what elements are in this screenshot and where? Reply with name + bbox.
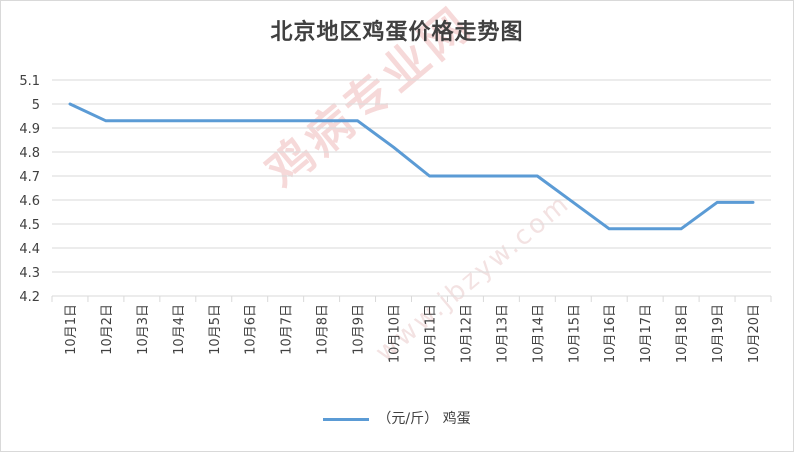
x-tick-label: 10月9日: [352, 304, 367, 355]
x-tick-label: 10月4日: [172, 304, 187, 355]
y-tick-label: 4.9: [19, 122, 40, 137]
x-tick-label: 10月19日: [711, 304, 726, 363]
y-tick-label: 4.6: [19, 194, 40, 209]
y-tick-label: 4.5: [19, 218, 40, 233]
x-tick-label: 10月6日: [244, 304, 259, 355]
x-tick-label: 10月3日: [136, 304, 151, 355]
y-tick-label: 4.8: [19, 146, 40, 161]
x-tick-label: 10月15日: [567, 304, 582, 363]
x-tick-label: 10月1日: [64, 304, 79, 355]
x-tick-label: 10月10日: [388, 304, 403, 363]
x-tick-label: 10月8日: [316, 304, 331, 355]
y-tick-label: 5.1: [19, 74, 40, 89]
y-tick-label: 4.3: [19, 266, 40, 281]
legend: （元/斤） 鸡蛋: [0, 408, 794, 428]
y-tick-label: 4.7: [19, 170, 40, 185]
x-tick-label: 10月14日: [531, 304, 546, 363]
x-tick-label: 10月7日: [280, 304, 295, 355]
x-tick-label: 10月5日: [208, 304, 223, 355]
x-tick-label: 10月20日: [747, 304, 762, 363]
x-tick-label: 10月18日: [675, 304, 690, 363]
series-line: [68, 102, 755, 231]
y-tick-label: 4.2: [19, 290, 40, 305]
y-tick-label: 5: [32, 98, 40, 113]
x-tick-label: 10月12日: [459, 304, 474, 363]
legend-swatch: [323, 417, 370, 421]
legend-label: （元/斤） 鸡蛋: [377, 411, 471, 427]
chart-title: 北京地区鸡蛋价格走势图: [270, 20, 524, 45]
y-tick-label: 4.4: [19, 242, 40, 257]
x-tick-label: 10月11日: [423, 304, 438, 363]
x-tick-label: 10月17日: [639, 304, 654, 363]
x-tick-label: 10月16日: [603, 304, 618, 363]
x-tick-label: 10月13日: [495, 304, 510, 363]
x-tick-label: 10月2日: [100, 304, 115, 355]
